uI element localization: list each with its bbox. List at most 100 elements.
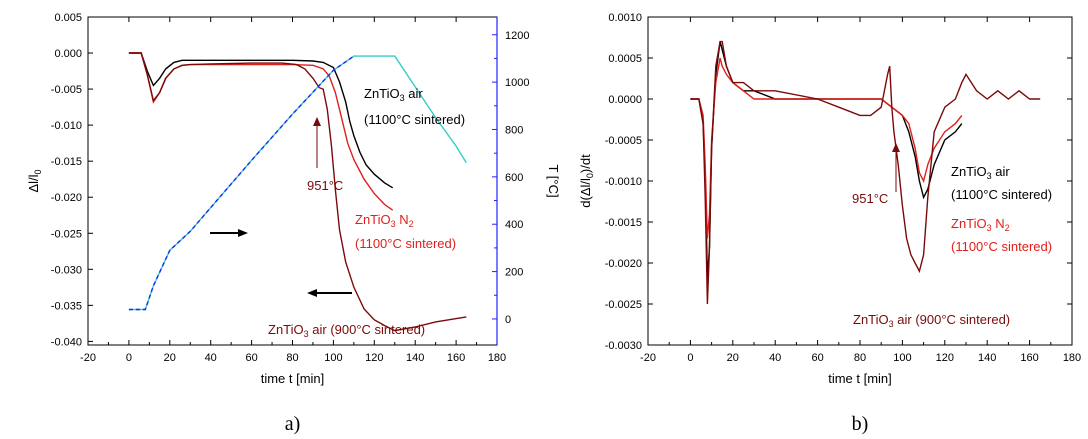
annotation-n2-1100: ZnTiO3 N2 <box>951 216 1010 233</box>
y-tick-label: -0.025 <box>51 228 82 240</box>
y2-tick-label: 800 <box>505 124 523 136</box>
y2-tick-label: 200 <box>505 267 523 279</box>
annotation-air-1100: ZnTiO3 air <box>951 164 1010 181</box>
annotation-air-900-rest: air (900°C sintered) <box>309 322 425 337</box>
annotation-n2-1100-rest: N <box>396 212 409 227</box>
annotation-951c-arrowhead <box>313 117 321 126</box>
annotation-air-900: ZnTiO3 air (900°C sintered) <box>853 312 1010 329</box>
x-tick-label: 40 <box>205 352 217 364</box>
y2-tick-label: 600 <box>505 172 523 184</box>
series-line-4 <box>128 55 355 311</box>
y-tick-label: -0.0030 <box>605 340 642 352</box>
x-tick-label: 160 <box>447 352 465 364</box>
annotation-air-1100-line2: (1100°C sintered) <box>951 187 1052 202</box>
x-tick-label: 180 <box>488 352 506 364</box>
annotation-n2-1100-line2: (1100°C sintered) <box>355 236 456 251</box>
x-tick-label: 0 <box>687 352 693 364</box>
x-tick-label: 20 <box>164 352 176 364</box>
series-line-2 <box>690 40 1041 305</box>
annotation-n2-1100: ZnTiO3 N2 <box>355 212 414 229</box>
y-tick-label: -0.020 <box>51 192 82 204</box>
y2-tick-label: 0 <box>505 314 511 326</box>
series-line-2 <box>128 52 467 332</box>
y-tick-label: -0.015 <box>51 156 82 168</box>
x-tick-label: 140 <box>406 352 424 364</box>
x-tick-label: 140 <box>978 352 996 364</box>
annotation-air-1100-sub: 3 <box>400 93 405 103</box>
y-axis-label-sub: 0 <box>33 169 43 174</box>
y-axis-label-main: Δl/l <box>26 174 41 192</box>
annotation-air-900-main: ZnTiO <box>268 322 304 337</box>
y-tick-label: -0.040 <box>51 336 82 348</box>
annotation-air-1100-line2: (1100°C sintered) <box>364 112 465 127</box>
x-tick-label: 100 <box>324 352 342 364</box>
x-tick-label: -20 <box>80 352 96 364</box>
annotation-n2-1100-line2: (1100°C sintered) <box>951 239 1052 254</box>
y-tick-label: -0.0025 <box>605 299 642 311</box>
x-axis-label: time t [min] <box>828 371 892 386</box>
x-tick-label: 180 <box>1063 352 1081 364</box>
annotation-air-1100-rest: air <box>992 164 1011 179</box>
y2-tick-label: 1200 <box>505 30 529 42</box>
x-tick-label: 120 <box>936 352 954 364</box>
annotation-air-1100: ZnTiO3 air <box>364 86 423 103</box>
panel-b: -20 0 20 40 60 80 100 120 140 160 1800.00100.00050… <box>578 12 1081 435</box>
annotation-air-900: ZnTiO3 air (900°C sintered) <box>268 322 425 339</box>
series-line-3 <box>128 55 467 311</box>
y-tick-label: -0.0010 <box>605 176 642 188</box>
annotation-951c-arrowhead <box>892 143 900 152</box>
x-tick-label: 20 <box>727 352 739 364</box>
y-axis-label-rest: )/dt <box>578 154 593 173</box>
y-axis-label-sub: 0 <box>585 173 595 178</box>
y-tick-label: -0.0005 <box>605 135 642 147</box>
panel-a: -20 0 20 40 60 80 100 120 140 160 1800.0050.000-0.… <box>26 12 561 435</box>
annotation-n2-1100-sub2: 2 <box>1005 223 1010 233</box>
annotation-air-1100-main: ZnTiO <box>951 164 987 179</box>
y-tick-label: -0.005 <box>51 84 82 96</box>
annotation-air-1100-sub: 3 <box>987 171 992 181</box>
y2-tick-label: 400 <box>505 219 523 231</box>
annotation-air-900-main: ZnTiO <box>853 312 889 327</box>
arrow-to-left-axis-head <box>307 289 317 297</box>
annotation-951c: 951°C <box>307 178 343 193</box>
annotation-n2-1100-main: ZnTiO <box>951 216 987 231</box>
x-tick-label: 80 <box>286 352 298 364</box>
y-tick-label: -0.0020 <box>605 258 642 270</box>
x-tick-label: 60 <box>811 352 823 364</box>
y-axis-label-main: d(Δl/l <box>578 178 593 208</box>
annotation-951c: 951°C <box>852 191 888 206</box>
y-tick-label: -0.0015 <box>605 217 642 229</box>
annotation-air-1100-rest: air <box>405 86 424 101</box>
panel-label: a) <box>285 413 301 435</box>
annotation-air-1100-main: ZnTiO <box>364 86 400 101</box>
annotation-n2-1100-rest: N <box>992 216 1005 231</box>
annotation-n2-1100-sub: 3 <box>987 223 992 233</box>
y-tick-label: 0.0010 <box>608 12 642 24</box>
x-tick-label: 0 <box>126 352 132 364</box>
y-tick-label: 0.005 <box>54 12 82 24</box>
annotation-n2-1100-main: ZnTiO <box>355 212 391 227</box>
y-tick-label: -0.035 <box>51 300 82 312</box>
y-axis-label: Δl/l0 <box>26 169 43 192</box>
y-tick-label: 0.0005 <box>608 53 642 65</box>
annotation-air-900-sub: 3 <box>304 329 309 339</box>
y2-tick-label: 1000 <box>505 77 529 89</box>
y2-axis-label: T [°C] <box>546 164 561 197</box>
annotation-air-900-rest: air (900°C sintered) <box>894 312 1010 327</box>
x-tick-label: 60 <box>245 352 257 364</box>
x-tick-label: 100 <box>893 352 911 364</box>
annotation-n2-1100-sub2: 2 <box>409 219 414 229</box>
y-axis-label: d(Δl/l0)/dt <box>578 154 595 208</box>
annotation-n2-1100-sub: 3 <box>391 219 396 229</box>
panel-label: b) <box>852 413 869 435</box>
x-axis-label: time t [min] <box>261 371 325 386</box>
y-tick-label: -0.030 <box>51 264 82 276</box>
x-tick-label: 120 <box>365 352 383 364</box>
y-tick-label: 0.000 <box>54 48 82 60</box>
x-tick-label: 80 <box>854 352 866 364</box>
x-tick-label: 160 <box>1020 352 1038 364</box>
x-tick-label: -20 <box>640 352 656 364</box>
y-tick-label: 0.0000 <box>608 94 642 106</box>
y-tick-label: -0.010 <box>51 120 82 132</box>
